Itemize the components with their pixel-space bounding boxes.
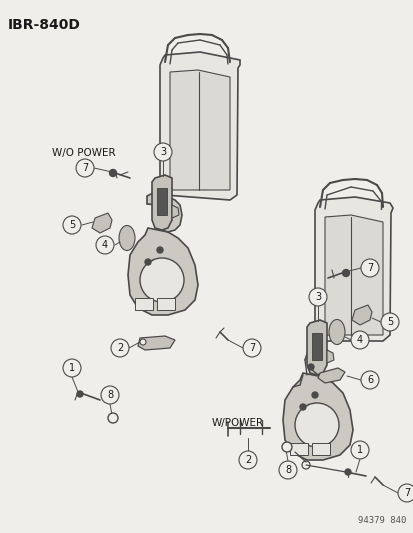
Circle shape	[311, 392, 317, 398]
Polygon shape	[159, 52, 240, 200]
Circle shape	[76, 159, 94, 177]
Text: 6: 6	[366, 375, 372, 385]
Polygon shape	[92, 213, 112, 233]
Circle shape	[397, 484, 413, 502]
Circle shape	[96, 236, 114, 254]
Text: 8: 8	[107, 390, 113, 400]
Circle shape	[278, 461, 296, 479]
Circle shape	[344, 469, 350, 475]
Text: 2: 2	[244, 455, 251, 465]
Polygon shape	[170, 70, 230, 190]
Circle shape	[140, 258, 183, 302]
Circle shape	[301, 461, 309, 469]
Circle shape	[101, 386, 119, 404]
Text: W/O POWER: W/O POWER	[52, 148, 115, 158]
Polygon shape	[314, 197, 392, 341]
Circle shape	[350, 441, 368, 459]
Text: W/POWER: W/POWER	[211, 418, 263, 428]
Circle shape	[242, 339, 260, 357]
Text: 3: 3	[314, 292, 320, 302]
Polygon shape	[138, 336, 175, 350]
Text: 5: 5	[69, 220, 75, 230]
Text: 2: 2	[116, 343, 123, 353]
Circle shape	[380, 313, 398, 331]
Circle shape	[308, 288, 326, 306]
Polygon shape	[351, 305, 371, 325]
Circle shape	[140, 339, 146, 345]
Polygon shape	[171, 205, 178, 218]
Text: 5: 5	[386, 317, 392, 327]
Text: 7: 7	[403, 488, 409, 498]
FancyBboxPatch shape	[289, 443, 307, 455]
Polygon shape	[147, 192, 182, 232]
Circle shape	[294, 403, 338, 447]
Circle shape	[281, 442, 291, 452]
Circle shape	[307, 364, 313, 370]
FancyBboxPatch shape	[135, 298, 153, 310]
FancyBboxPatch shape	[157, 298, 175, 310]
Text: 7: 7	[248, 343, 254, 353]
Polygon shape	[282, 373, 352, 460]
Text: 8: 8	[284, 465, 290, 475]
Ellipse shape	[328, 319, 344, 344]
Polygon shape	[306, 320, 326, 375]
Circle shape	[299, 404, 305, 410]
Polygon shape	[128, 228, 197, 315]
Circle shape	[360, 259, 378, 277]
Circle shape	[157, 247, 163, 253]
Text: 7: 7	[82, 163, 88, 173]
Circle shape	[63, 216, 81, 234]
Text: 3: 3	[159, 147, 166, 157]
FancyBboxPatch shape	[311, 443, 329, 455]
Circle shape	[109, 169, 116, 176]
Polygon shape	[317, 368, 344, 383]
Polygon shape	[326, 350, 333, 363]
Circle shape	[77, 391, 83, 397]
Text: 1: 1	[356, 445, 362, 455]
Circle shape	[342, 270, 349, 277]
Circle shape	[238, 451, 256, 469]
Circle shape	[63, 359, 81, 377]
Ellipse shape	[119, 225, 135, 251]
Text: 4: 4	[102, 240, 108, 250]
Text: 1: 1	[69, 363, 75, 373]
Text: 94379 840: 94379 840	[357, 516, 405, 525]
Circle shape	[108, 413, 118, 423]
Circle shape	[111, 339, 129, 357]
Text: 7: 7	[366, 263, 372, 273]
Text: 4: 4	[356, 335, 362, 345]
Circle shape	[145, 259, 151, 265]
Circle shape	[350, 331, 368, 349]
Polygon shape	[324, 215, 382, 335]
Circle shape	[154, 143, 171, 161]
Polygon shape	[157, 188, 166, 215]
Polygon shape	[311, 333, 321, 360]
Polygon shape	[152, 175, 171, 230]
Text: IBR-840D: IBR-840D	[8, 18, 81, 32]
Circle shape	[360, 371, 378, 389]
